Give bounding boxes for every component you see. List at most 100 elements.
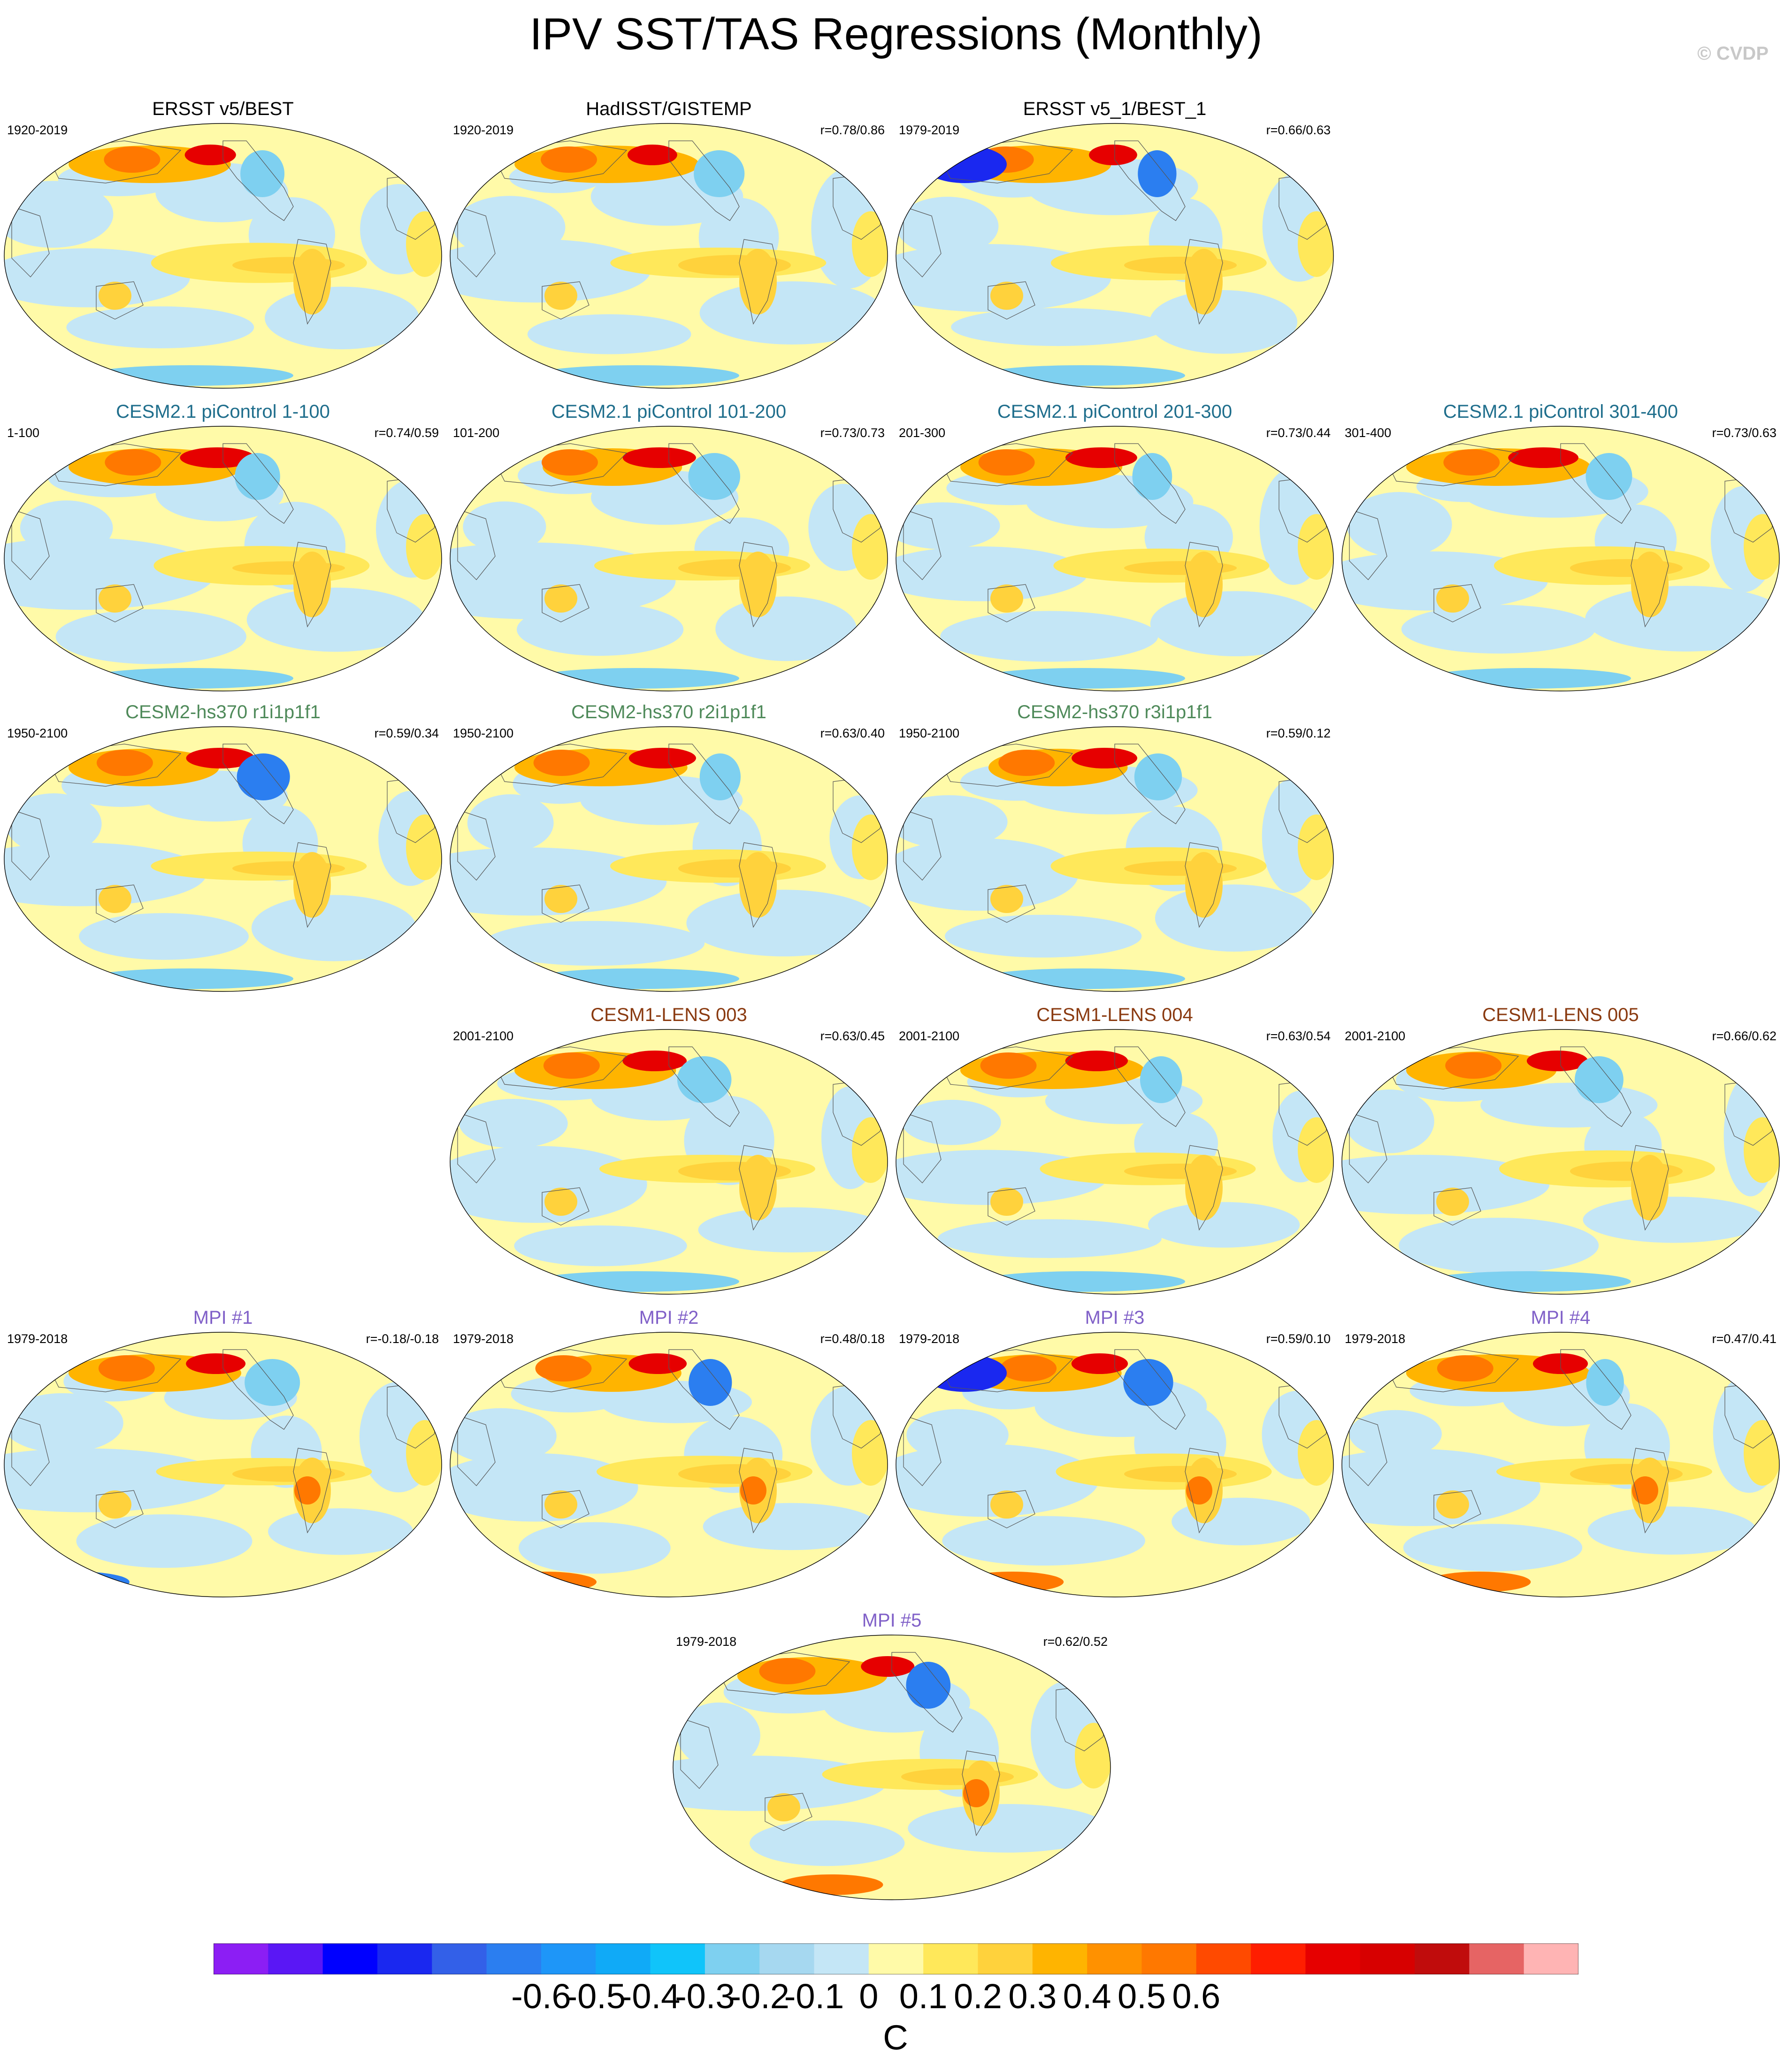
map-panel: CESM1-LENS 005 2001-2100 r=0.66/0.62: [1340, 1005, 1781, 1296]
regression-map: [1341, 1029, 1780, 1295]
map-panel: ERSST v5/BEST 1920-2019: [2, 99, 444, 390]
colorbar-tick-label: 0.3: [1008, 1977, 1057, 2016]
colorbar-swatch: [1360, 1943, 1415, 1974]
map-panel: ERSST v5_1/BEST_1 1979-2019 r=0.66/0.63: [894, 99, 1335, 390]
colorbar-tick-label: -0.5: [566, 1977, 626, 2016]
panel-correlation: r=0.78/0.86: [820, 123, 885, 137]
panel-title: HadISST/GISTEMP: [586, 99, 752, 119]
colorbar-swatch: [978, 1943, 1033, 1974]
panel-correlation: r=0.66/0.63: [1266, 123, 1331, 137]
panel-correlation: r=0.73/0.73: [820, 426, 885, 440]
colorbar-swatch: [214, 1943, 268, 1974]
colorbar-swatch: [868, 1943, 924, 1974]
panel-correlation: r=0.47/0.41: [1712, 1332, 1777, 1346]
colorbar-tick-label: 0.4: [1063, 1977, 1111, 2016]
map-panel: CESM2.1 piControl 301-400 301-400 r=0.73/0…: [1340, 401, 1781, 692]
colorbar-swatch: [1087, 1943, 1142, 1974]
colorbar-tick-label: -0.1: [784, 1977, 844, 2016]
colorbar-units: C: [883, 2018, 908, 2057]
colorbar-swatch: [596, 1943, 651, 1974]
regression-map: [896, 1029, 1334, 1295]
copyright-label: © CVDP: [1697, 43, 1769, 64]
colorbar-swatch: [268, 1943, 323, 1974]
panel-period: 1950-2100: [453, 726, 514, 740]
colorbar-tick-label: -0.3: [675, 1977, 735, 2016]
colorbar-swatch: [814, 1943, 869, 1974]
panel-period: 1979-2018: [676, 1635, 737, 1649]
regression-map: [1341, 426, 1780, 691]
regression-map: [4, 123, 442, 389]
colorbar-tick-label: -0.2: [729, 1977, 789, 2016]
panel-title: CESM1-LENS 003: [590, 1005, 747, 1025]
panel-period: 1979-2018: [453, 1332, 514, 1346]
regression-map: [896, 1332, 1334, 1597]
panel-correlation: r=0.59/0.10: [1266, 1332, 1331, 1346]
colorbar-swatch: [377, 1943, 432, 1974]
panel-period: 2001-2100: [1345, 1029, 1406, 1043]
map-panel: CESM2.1 piControl 201-300 201-300 r=0.73/0…: [894, 401, 1335, 692]
regression-map: [450, 1332, 888, 1597]
regression-map: [450, 426, 888, 691]
panel-period: 1979-2018: [1345, 1332, 1406, 1346]
panel-period: 101-200: [453, 426, 500, 440]
panel-title: CESM1-LENS 004: [1036, 1005, 1193, 1025]
colorbar-tick-label: 0.6: [1172, 1977, 1221, 2016]
panel-period: 2001-2100: [899, 1029, 960, 1043]
map-panel: CESM2.1 piControl 1-100 1-100 r=0.74/0.59: [2, 401, 444, 692]
map-panel: CESM2-hs370 r3i1p1f1 1950-2100 r=0.59/0.12: [894, 702, 1335, 993]
colorbar-swatch: [322, 1943, 378, 1974]
colorbar-swatch: [541, 1943, 596, 1974]
panel-correlation: r=0.59/0.12: [1266, 726, 1331, 740]
panel-correlation: r=0.66/0.62: [1712, 1029, 1777, 1043]
panel-period: 1920-2019: [7, 123, 68, 137]
regression-map: [450, 123, 888, 389]
regression-map: [896, 123, 1334, 389]
panel-period: 1979-2019: [899, 123, 960, 137]
colorbar-swatch: [1032, 1943, 1087, 1974]
panel-period: 301-400: [1345, 426, 1392, 440]
panel-title: CESM2-hs370 r3i1p1f1: [1017, 702, 1212, 722]
map-panel: MPI #4 1979-2018 r=0.47/0.41: [1340, 1307, 1781, 1598]
colorbar-swatch: [1251, 1943, 1306, 1974]
panel-title: MPI #5: [862, 1610, 922, 1631]
panel-period: 201-300: [899, 426, 946, 440]
colorbar-swatch: [1305, 1943, 1361, 1974]
panel-title: MPI #3: [1085, 1307, 1145, 1328]
panel-period: 1950-2100: [899, 726, 960, 740]
panel-correlation: r=0.74/0.59: [374, 426, 439, 440]
panel-title: ERSST v5/BEST: [152, 99, 294, 119]
colorbar-swatch: [486, 1943, 542, 1974]
panel-title: CESM2.1 piControl 101-200: [551, 401, 787, 422]
regression-map: [4, 426, 442, 691]
panel-period: 1979-2018: [7, 1332, 68, 1346]
colorbar-tick-label: 0.5: [1118, 1977, 1166, 2016]
panel-title: CESM2.1 piControl 201-300: [997, 401, 1233, 422]
map-panel: CESM1-LENS 004 2001-2100 r=0.63/0.54: [894, 1005, 1335, 1296]
colorbar-swatch: [759, 1943, 815, 1974]
colorbar-swatch: [1469, 1943, 1524, 1974]
colorbar-swatch: [1415, 1943, 1470, 1974]
colorbar-tick-label: -0.6: [511, 1977, 571, 2016]
colorbar-swatch: [432, 1943, 487, 1974]
panel-title: CESM2.1 piControl 1-100: [116, 401, 330, 422]
panel-correlation: r=0.62/0.52: [1043, 1635, 1108, 1649]
colorbar-swatch: [650, 1943, 705, 1974]
figure-title: IPV SST/TAS Regressions (Monthly): [529, 9, 1263, 59]
map-panel: MPI #3 1979-2018 r=0.59/0.10: [894, 1307, 1335, 1598]
regression-map: [1341, 1332, 1780, 1597]
colorbar-swatch: [1524, 1943, 1578, 1974]
regression-map: [896, 426, 1334, 691]
regression-map: [896, 726, 1334, 992]
colorbar-tick-label: 0: [859, 1977, 879, 2016]
colorbar-swatch: [1196, 1943, 1251, 1974]
map-panel: CESM1-LENS 003 2001-2100 r=0.63/0.45: [448, 1005, 889, 1296]
panel-correlation: r=0.63/0.45: [820, 1029, 885, 1043]
panel-correlation: r=0.63/0.54: [1266, 1029, 1331, 1043]
colorbar-swatch: [705, 1943, 760, 1974]
regression-map: [450, 726, 888, 992]
panel-title: MPI #2: [639, 1307, 699, 1328]
regression-map: [673, 1635, 1111, 1900]
panel-correlation: r=0.48/0.18: [820, 1332, 885, 1346]
panel-title: CESM2.1 piControl 301-400: [1443, 401, 1678, 422]
panel-period: 2001-2100: [453, 1029, 514, 1043]
